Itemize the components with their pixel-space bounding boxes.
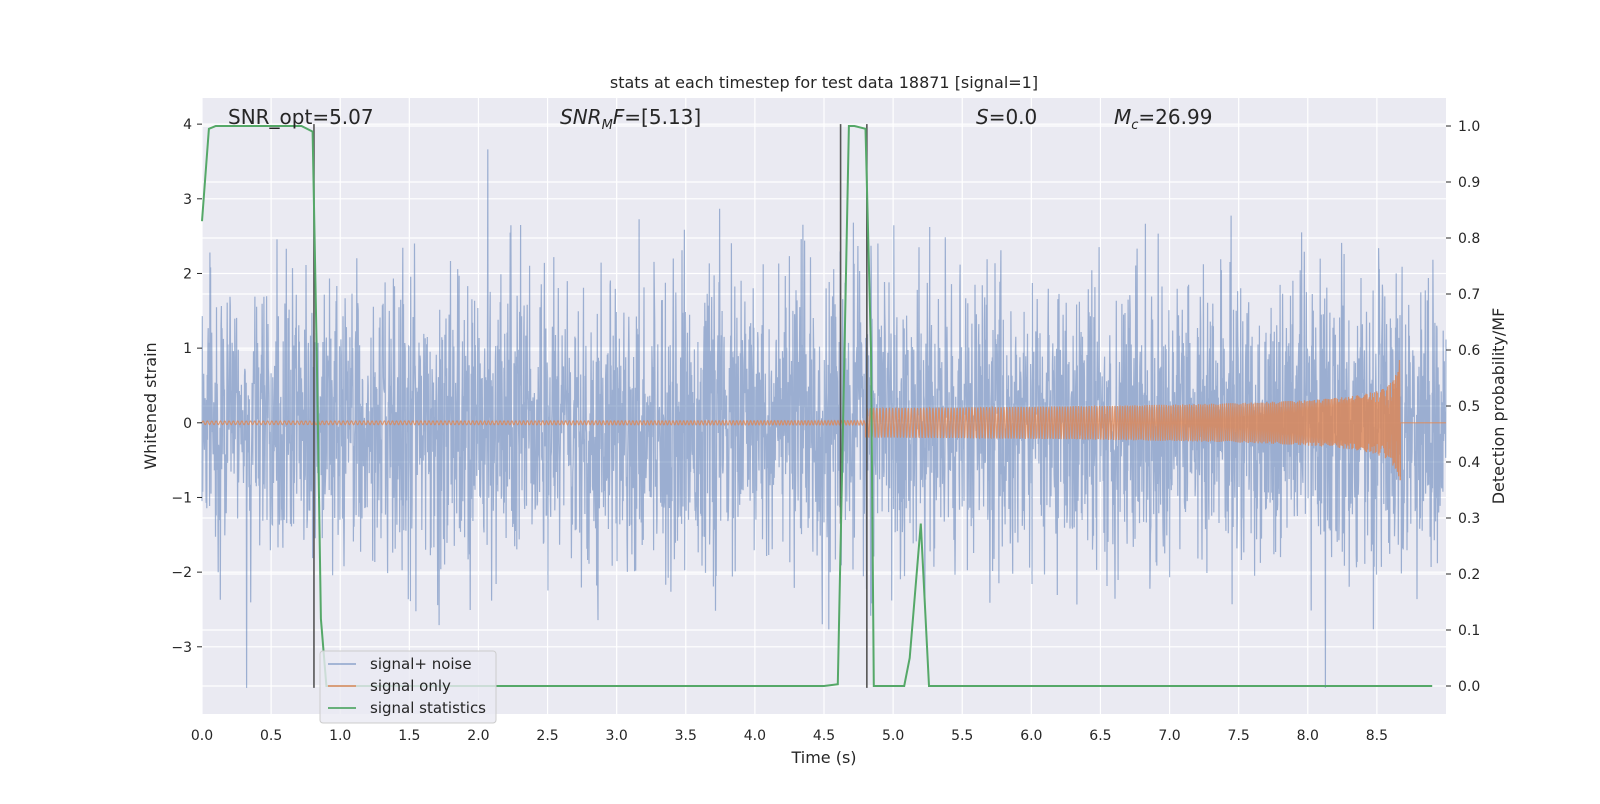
legend: signal+ noise signal only signal statist…	[319, 650, 497, 724]
x-tick-label: 6.0	[1020, 728, 1042, 744]
legend-label-signal-noise: signal+ noise	[370, 655, 472, 673]
x-tick-label: 8.0	[1297, 728, 1319, 744]
x-tick-label: 7.0	[1158, 728, 1180, 744]
y-axis-label-left: Whitened strain	[141, 342, 160, 469]
x-tick-label: 5.5	[951, 728, 973, 744]
y-tick-label-right: 0.9	[1458, 175, 1480, 191]
y-tick-label-right: 0.3	[1458, 511, 1480, 527]
y-tick-label-right: 0.1	[1458, 623, 1480, 639]
annotation-snr-opt: SNR_opt=5.07	[228, 105, 374, 129]
y-tick-label-left: −2	[171, 565, 192, 581]
x-ticks: 0.0 0.5 1.0 1.5 2.0 2.5 3.0 3.5 4.0 4.5 5.0 5.5 6.0 6…	[191, 728, 1388, 744]
y-tick-label-right: 0.5	[1458, 399, 1480, 415]
y-tick-label-left: 0	[183, 416, 192, 432]
annotation-snr-mf: SNRMF=[5.13]	[560, 105, 701, 133]
x-tick-label: 2.5	[536, 728, 558, 744]
x-tick-label: 3.5	[675, 728, 697, 744]
chart-title: stats at each timestep for test data 188…	[610, 73, 1038, 92]
x-tick-label: 4.5	[813, 728, 835, 744]
y-tick-label-right: 0.0	[1458, 679, 1480, 695]
y-tick-label-right: 0.4	[1458, 455, 1480, 471]
y-ticks-left: 4 3 2 1 0 −1 −2 −3	[171, 117, 202, 656]
line-signal-statistics	[201, 125, 1433, 687]
x-tick-label: 1.0	[329, 728, 351, 744]
x-tick-label: 1.5	[398, 728, 420, 744]
y-tick-label-right: 0.7	[1458, 287, 1480, 303]
legend-label-signal-statistics: signal statistics	[370, 699, 486, 717]
x-axis-label: Time (s)	[790, 748, 856, 767]
y-tick-label-left: 3	[183, 192, 192, 208]
x-tick-label: 5.0	[882, 728, 904, 744]
y-tick-label-right: 0.8	[1458, 231, 1480, 247]
series-signal-statistics	[201, 125, 1433, 687]
legend-label-signal-only: signal only	[370, 677, 451, 695]
y-tick-label-left: −1	[171, 490, 192, 506]
y-ticks-right: 1.0 0.9 0.8 0.7 0.6 0.5 0.4 0.3 0.2 0.1 0.0	[1446, 119, 1480, 695]
y-tick-label-left: −3	[171, 640, 192, 656]
x-tick-label: 8.5	[1366, 728, 1388, 744]
x-tick-label: 0.0	[191, 728, 213, 744]
legend-box	[319, 650, 497, 724]
series-signal-only	[201, 359, 1446, 481]
annotation-s: S=0.0	[976, 105, 1037, 129]
y-tick-label-left: 1	[183, 341, 192, 357]
annotation-mc: Mc=26.99	[1114, 105, 1212, 133]
line-signal-only	[201, 359, 1446, 481]
x-tick-label: 3.0	[606, 728, 628, 744]
x-tick-label: 7.5	[1228, 728, 1250, 744]
y-tick-label-right: 0.2	[1458, 567, 1480, 583]
y-axis-label-right: Detection probability/MF	[1489, 308, 1508, 505]
y-tick-label-right: 0.6	[1458, 343, 1480, 359]
y-tick-label-right: 1.0	[1458, 119, 1480, 135]
x-tick-label: 0.5	[260, 728, 282, 744]
y-tick-label-left: 2	[183, 266, 192, 282]
x-tick-label: 2.0	[467, 728, 489, 744]
x-tick-label: 4.0	[744, 728, 766, 744]
x-tick-label: 6.5	[1089, 728, 1111, 744]
y-tick-label-left: 4	[183, 117, 192, 133]
